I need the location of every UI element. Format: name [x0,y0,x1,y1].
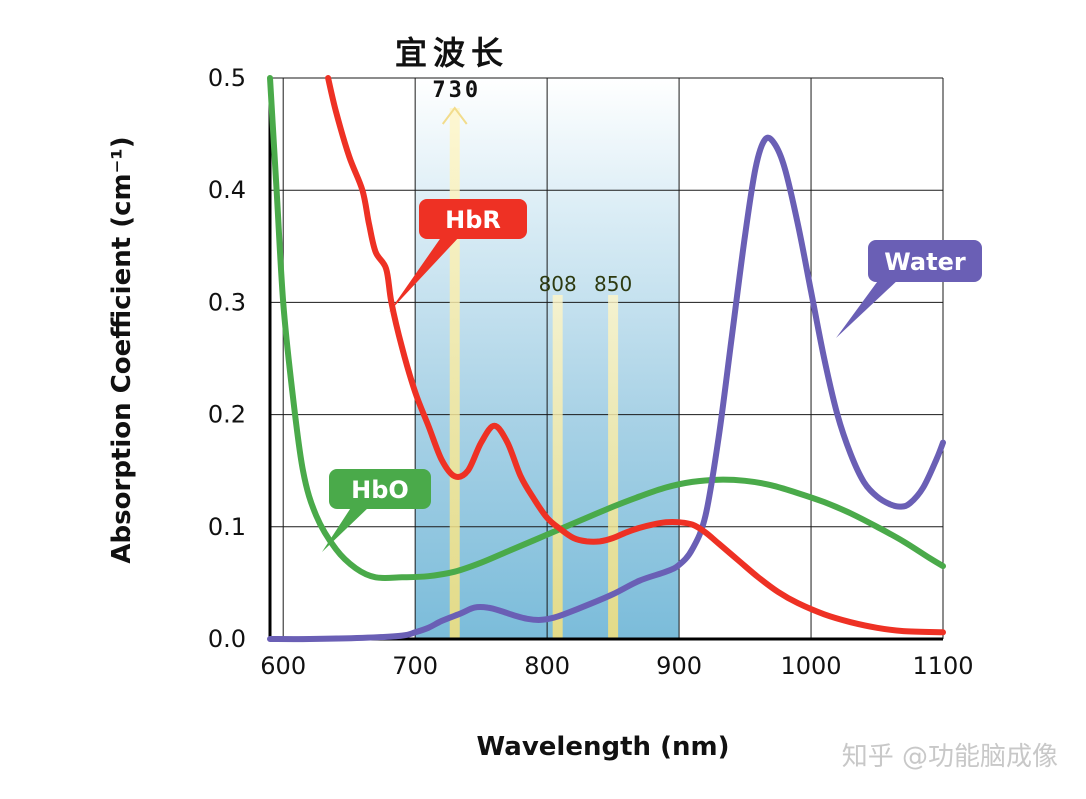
x-axis-label: Wavelength (nm) [477,732,730,762]
x-tick-label: 700 [392,652,438,680]
beam-label-730: 730 [432,78,481,103]
beam-808 [552,295,563,639]
callout-hbo: HbO [322,469,431,552]
callout-label: Water [884,248,966,276]
x-tick-label: 600 [260,652,306,680]
beam-850 [608,295,619,639]
series-line-water [267,134,946,643]
callout-hbr: HbR [389,199,527,312]
callout-water: Water [836,240,982,338]
callout-tail [389,236,460,312]
callout-box [329,469,431,509]
beam-label-850: 850 [594,272,632,296]
callout-box [419,199,527,239]
grid [270,77,944,639]
watermark: 知乎 @功能脑成像 [842,742,1058,772]
callout-label: HbR [445,206,501,234]
tick-labels: 600 700 800 900 1000 1100 0.0 0.1 0.2 0.3 0.4 0.5 [208,64,974,680]
chart-title: 宜波长 [395,34,509,72]
beam-label-808: 808 [539,272,577,296]
y-tick-label: 0.2 [208,401,246,429]
x-tick-label: 900 [656,652,702,680]
x-tick-label: 1000 [781,652,842,680]
y-tick-label: 0.3 [208,288,246,316]
wavelength-beams: 730 808 850 [432,78,632,639]
series-lines [267,75,946,643]
callout-label: HbO [351,476,409,504]
y-tick-label: 0.5 [208,64,246,92]
y-tick-label: 0.1 [208,513,246,541]
series-callouts: HbR HbO Water [322,199,982,552]
beam-730 [449,108,460,639]
callout-tail [836,278,900,338]
beam-arrow-730 [441,106,468,125]
x-tick-label: 800 [524,652,570,680]
y-tick-label: 0.0 [208,625,246,653]
series-line-hbr [325,75,946,636]
callout-box [868,240,982,282]
series-line-hbo [267,75,946,582]
callout-tail [322,506,370,552]
y-tick-label: 0.4 [208,176,246,204]
x-tick-label: 1100 [912,652,973,680]
y-axis-label: Absorption Coefficient (cm⁻¹) [107,136,137,563]
